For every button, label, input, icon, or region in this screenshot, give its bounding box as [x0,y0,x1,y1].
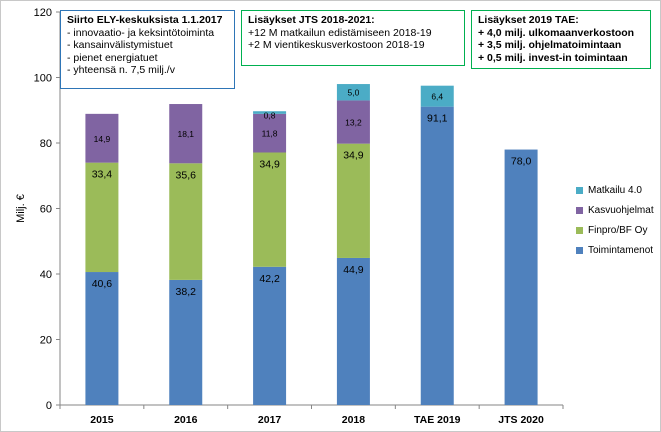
data-label: 35,6 [176,169,197,181]
data-label: 78,0 [511,156,532,168]
annotation-title: Lisäykset 2019 TAE: [478,14,579,26]
y-tick-label: 40 [40,269,52,281]
legend-swatch [576,186,583,194]
data-label: 6,4 [431,92,443,102]
y-tick-label: 120 [34,7,52,19]
legend-label: Matkailu 4.0 [588,184,642,196]
y-tick-label: 60 [40,204,52,216]
annotation-line: - kansainvälistymistuet [67,39,173,52]
bar-segment [253,111,287,114]
data-label: 11,8 [262,129,278,139]
x-tick-label: 2018 [342,414,366,426]
bar-segment [336,100,370,144]
data-label: 0,8 [264,111,276,121]
annotation-line: +2 M vientikeskusverkostoon 2018-19 [248,39,425,52]
legend-item-finpro: Finpro/BF Oy [576,220,654,240]
bar-segment [336,143,370,258]
data-label: 42,2 [259,273,280,285]
annotation-title: Siirto ELY-keskuksista 1.1.2017 [67,14,223,26]
data-label: 34,9 [259,158,280,170]
legend-swatch [576,206,583,214]
legend-item-matkailu: Matkailu 4.0 [576,180,654,200]
bar-segment [253,113,287,153]
data-label: 14,9 [94,134,111,144]
data-label: 34,9 [343,150,364,162]
bar-segment [253,266,287,405]
bar-segment [169,279,203,405]
x-tick-label: JTS 2020 [498,414,544,426]
data-label: 33,4 [92,169,113,181]
bar-segment [420,106,454,406]
legend-item-kasvuohjelmat: Kasvuohjelmat [576,200,654,220]
data-label: 44,9 [343,264,364,276]
x-tick-label: 2015 [90,414,114,426]
data-label: 5,0 [348,88,360,98]
bar-segment [336,84,370,101]
annotation-line: - innovaatio- ja keksintötoiminta [67,26,215,39]
x-tick-label: TAE 2019 [414,414,461,426]
data-label: 13,2 [345,118,362,128]
bar-segment [85,272,119,405]
y-tick-label: 0 [46,400,52,412]
y-tick-label: 80 [40,138,52,150]
annotation-jts-additions: Lisäykset JTS 2018-2021: +12 M matkailun… [241,10,465,66]
legend-label: Toimintamenot [588,244,654,256]
bar-segment [420,85,454,107]
annotation-line: - yhteensä n. 7,5 milj./v [67,64,175,77]
annotation-line: - pienet energiatuet [67,51,158,64]
bar-segment [169,104,203,164]
legend-swatch [576,246,583,254]
legend-swatch [576,226,583,234]
y-tick-label: 20 [40,335,52,347]
y-axis-title: Milj. € [15,194,27,223]
legend-item-toimintamenot: Toimintamenot [576,240,654,260]
data-label: 91,1 [427,113,448,125]
x-tick-label: 2016 [174,414,198,426]
legend-label: Kasvuohjelmat [588,204,654,216]
annotation-ely-transfer: Siirto ELY-keskuksista 1.1.2017 - innova… [60,10,235,89]
annotation-line: +12 M matkailun edistämiseen 2018-19 [248,26,432,39]
annotation-tae-additions: Lisäykset 2019 TAE: + 4,0 milj. ulkomaan… [471,10,651,69]
data-label: 18,1 [177,129,194,139]
y-tick-label: 100 [34,73,52,85]
bar-segment [336,257,370,405]
x-tick-label: 2017 [258,414,282,426]
bar-segment [253,152,287,267]
data-label: 40,6 [92,278,113,290]
annotation-line: + 0,5 milj. invest-in toimintaan [478,51,628,64]
chart-legend: Matkailu 4.0 Kasvuohjelmat Finpro/BF Oy … [576,180,654,260]
annotation-line: + 3,5 milj. ohjelmatoimintaan [478,39,622,52]
legend-label: Finpro/BF Oy [588,224,648,236]
data-label: 38,2 [176,286,197,298]
bar-segment [169,163,203,280]
annotation-title: Lisäykset JTS 2018-2021: [248,14,375,26]
bar-segment [504,149,538,405]
bar-segment [85,113,119,163]
bar-segment [85,162,119,273]
annotation-line: + 4,0 milj. ulkomaanverkostoon [478,26,635,39]
